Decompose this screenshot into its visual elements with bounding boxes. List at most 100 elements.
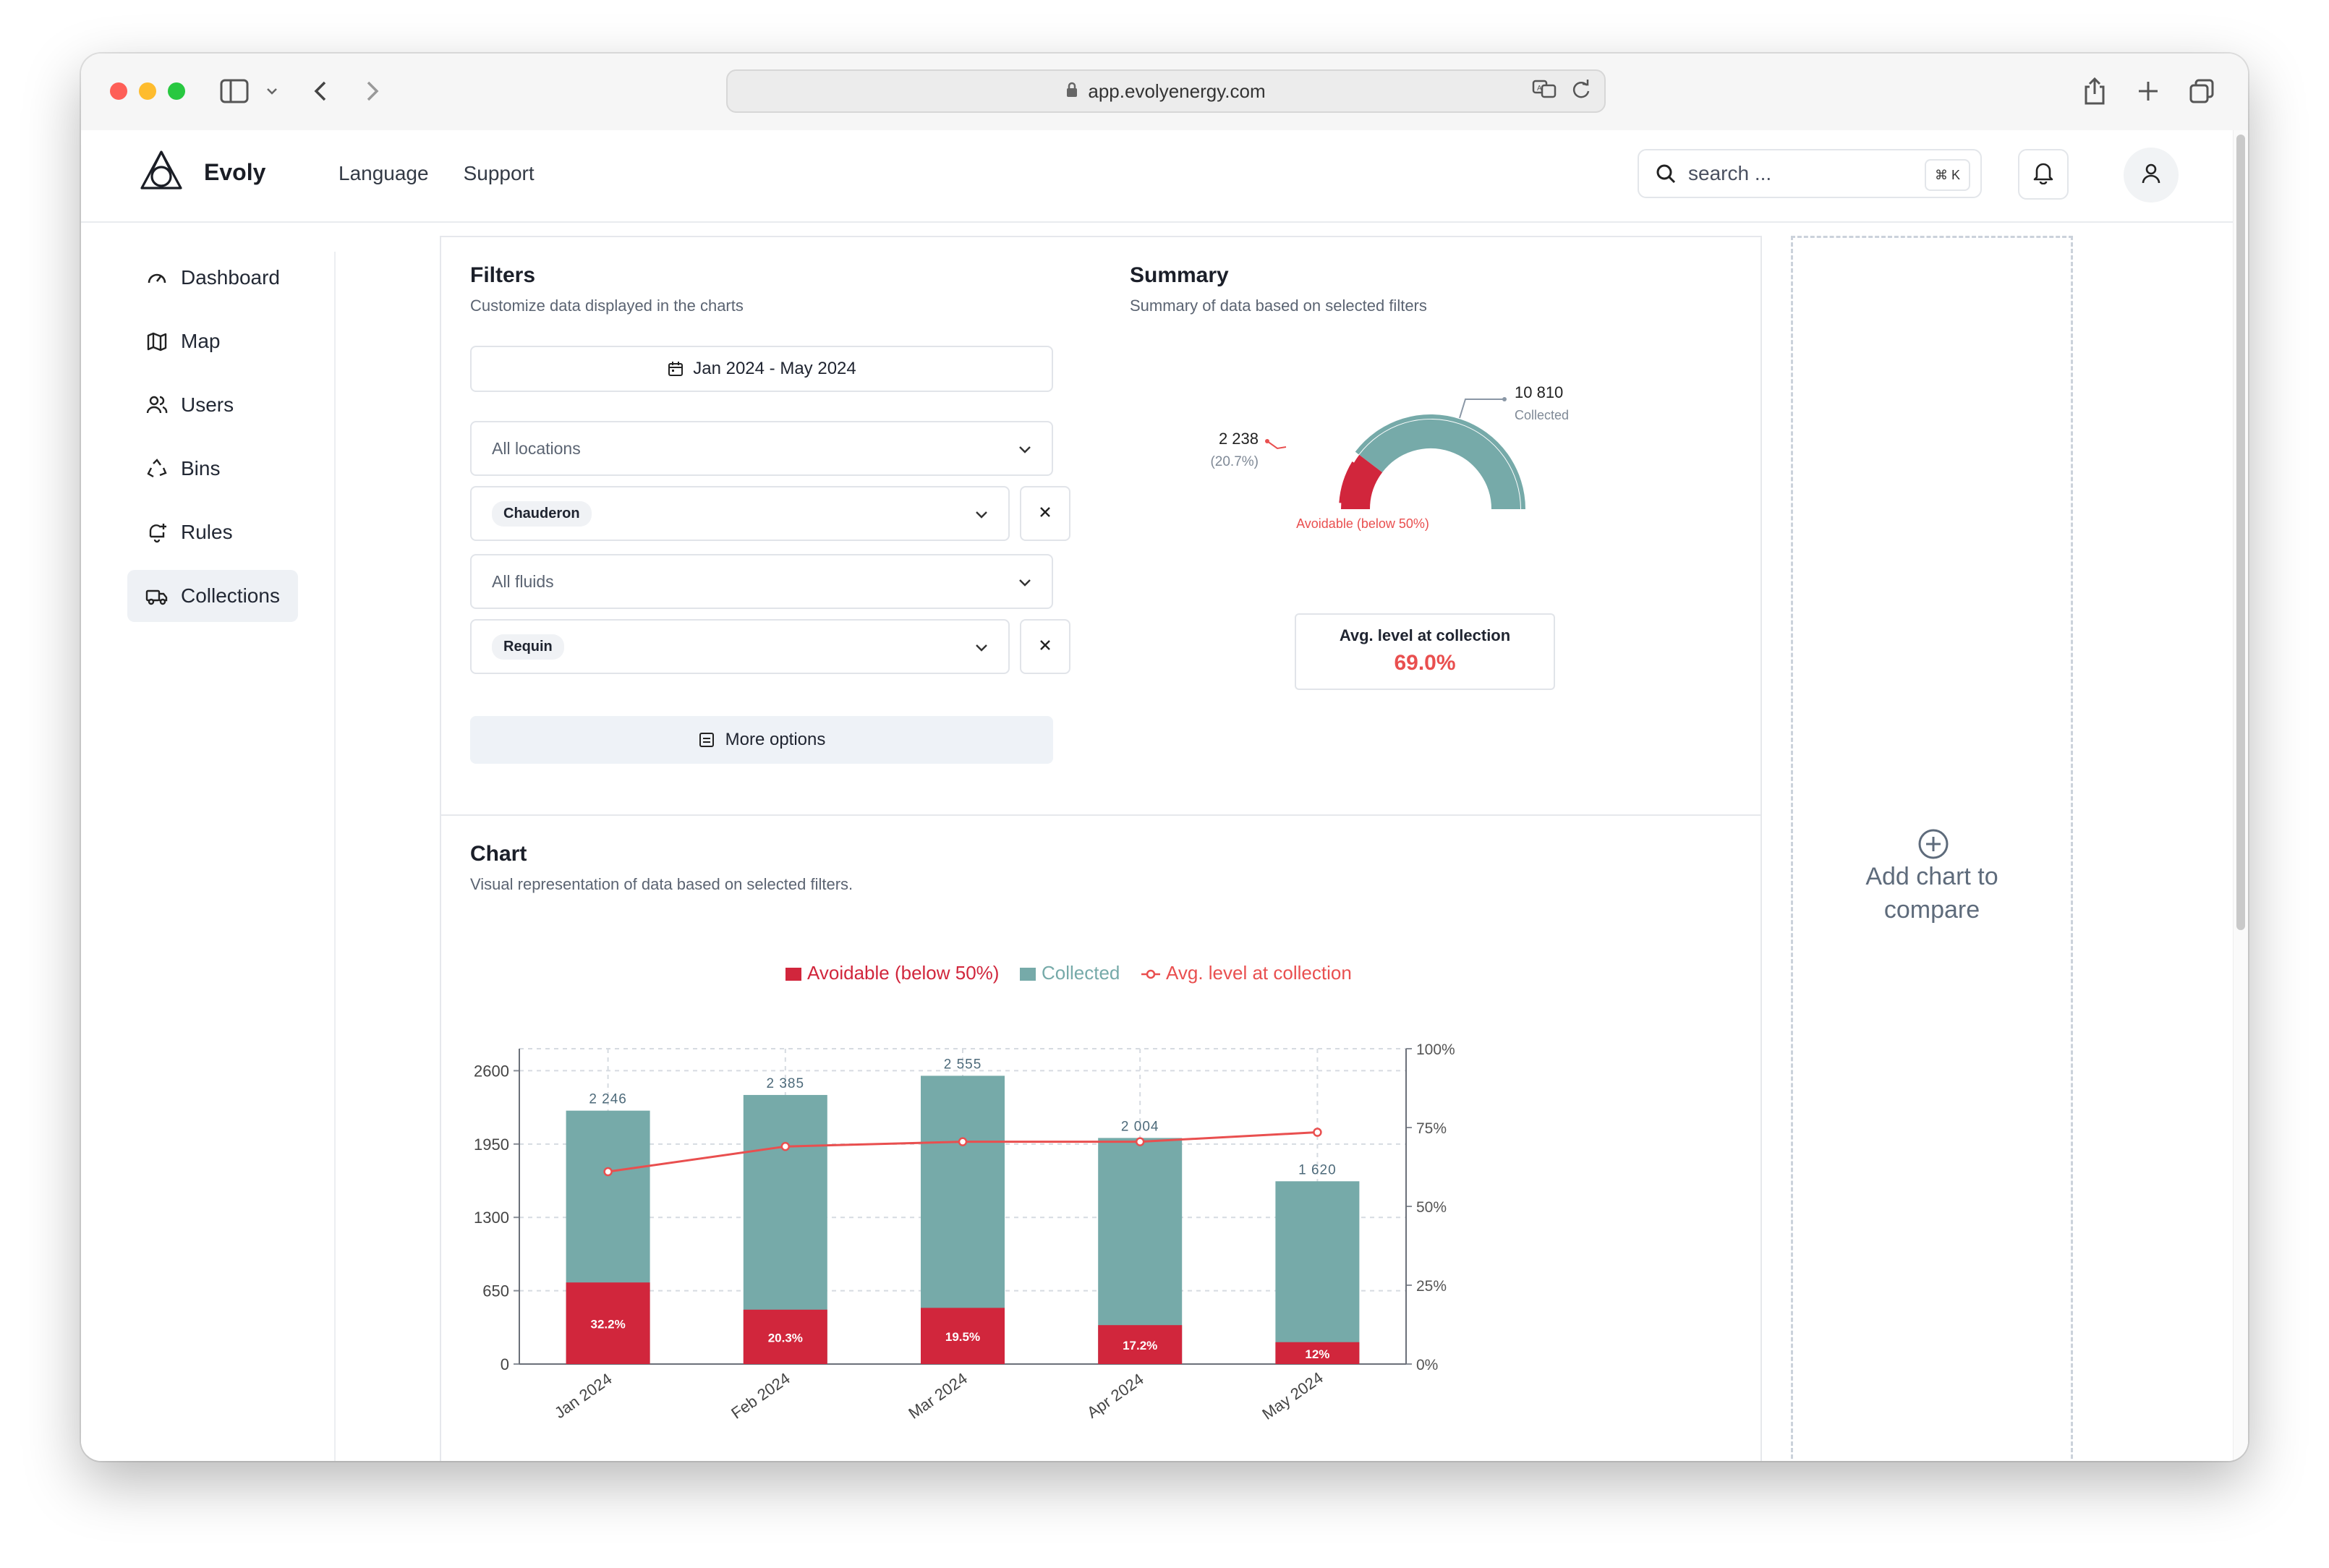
avg-level-value: 69.0% xyxy=(1394,651,1456,675)
sidebar-item-bins[interactable]: Bins xyxy=(127,443,297,495)
app-root: Evoly Language Support search ... ⌘ K xyxy=(81,130,2248,1461)
sidebar-toggle-icon[interactable] xyxy=(218,75,250,107)
page-scrollbar[interactable] xyxy=(2233,130,2248,1461)
translate-icon[interactable]: A xyxy=(1532,78,1558,105)
avg-level-point xyxy=(1135,1137,1145,1146)
chevron-down-icon[interactable] xyxy=(263,75,281,107)
x-tick-label: Feb 2024 xyxy=(728,1369,793,1423)
avg-level-point xyxy=(603,1167,613,1177)
chart-card: Chart Visual representation of data base… xyxy=(440,814,1762,1461)
legend-avg-marker xyxy=(1146,969,1156,979)
chevron-down-icon xyxy=(1017,440,1033,459)
summary-title: Summary xyxy=(1130,263,1229,287)
avoidable-value: 2 238 xyxy=(1219,430,1259,448)
options-icon xyxy=(698,731,715,749)
bell-icon xyxy=(2032,161,2054,188)
nav-support[interactable]: Support xyxy=(463,162,535,184)
legend-collected-swatch xyxy=(1020,968,1036,981)
location-selected-select[interactable]: Chauderon xyxy=(470,486,1010,541)
calendar-icon xyxy=(667,360,684,378)
bar-collected xyxy=(1275,1181,1360,1364)
avg-level-point xyxy=(958,1137,968,1146)
user-menu-button[interactable] xyxy=(2124,148,2179,203)
sidebar-item-users[interactable]: Users xyxy=(127,379,297,431)
sidebar-item-label: Rules xyxy=(181,521,233,543)
summary-gauge: 10 810 Collected 2 238 (20.7%) Avoidable… xyxy=(1210,383,1569,531)
clear-fluid-button[interactable] xyxy=(1020,619,1070,674)
close-window-button[interactable] xyxy=(110,82,127,100)
share-icon[interactable] xyxy=(2080,75,2109,107)
tab-overview-icon[interactable] xyxy=(2186,75,2218,107)
sidebar-item-map[interactable]: Map xyxy=(127,315,297,367)
chart-subtitle: Visual representation of data based on s… xyxy=(470,875,853,893)
truck-icon xyxy=(145,584,169,608)
y2-tick-label: 25% xyxy=(1416,1278,1447,1295)
bell-plus-icon xyxy=(145,520,169,545)
back-icon[interactable] xyxy=(310,75,331,107)
fluids-select[interactable]: All fluids xyxy=(470,554,1053,609)
y2-tick-label: 100% xyxy=(1416,1041,1455,1058)
location-chip[interactable]: Chauderon xyxy=(492,500,592,527)
scrollbar-thumb[interactable] xyxy=(2236,135,2245,930)
x-tick-label: Mar 2024 xyxy=(905,1369,970,1423)
bar-total-label: 1 620 xyxy=(1298,1162,1337,1177)
bar-avoidable-label: 17.2% xyxy=(1123,1339,1157,1352)
locations-placeholder: All locations xyxy=(492,438,581,458)
bar-avoidable-label: 32.2% xyxy=(590,1318,625,1331)
stacked-bar-chart: Avoidable (below 50%) Collected Avg. level… xyxy=(474,962,1455,1423)
forward-icon[interactable] xyxy=(362,75,383,107)
search-placeholder: search ... xyxy=(1688,162,1772,184)
filters-card: Filters Customize data displayed in the … xyxy=(440,236,1101,816)
bar-avoidable xyxy=(566,1282,650,1364)
gauge-collected-arc xyxy=(1359,419,1520,510)
new-tab-icon[interactable] xyxy=(2134,75,2163,107)
bar-total-label: 2 385 xyxy=(767,1076,805,1091)
summary-card: Summary Summary of data based on selecte… xyxy=(1099,236,1762,816)
clear-location-button[interactable] xyxy=(1020,486,1070,541)
browser-window: app.evolyenergy.com A xyxy=(81,54,2248,1461)
zoom-window-button[interactable] xyxy=(168,82,185,100)
add-chart-to-compare[interactable]: Add chart to compare xyxy=(1791,236,2073,1461)
sidebar-item-collections[interactable]: Collections xyxy=(127,570,298,622)
gauge-outer-ring xyxy=(1355,414,1525,510)
users-icon xyxy=(145,393,169,417)
sidebar-item-dashboard[interactable]: Dashboard xyxy=(127,252,297,304)
date-range-button[interactable]: Jan 2024 - May 2024 xyxy=(470,346,1053,392)
logo[interactable]: Evoly xyxy=(139,149,265,196)
notifications-button[interactable] xyxy=(2018,149,2069,200)
gauge-icon xyxy=(145,265,169,290)
more-options-button[interactable]: More options xyxy=(470,716,1053,764)
legend-avoidable-label: Avoidable (below 50%) xyxy=(807,962,999,984)
gauge-avoidable-ring xyxy=(1339,461,1356,503)
bar-avoidable xyxy=(743,1309,827,1364)
compare-line1: Add chart to xyxy=(1865,863,1998,890)
more-options-label: More options xyxy=(725,730,826,749)
search-input[interactable]: search ... ⌘ K xyxy=(1638,149,1982,198)
fluid-selected-select[interactable]: Requin xyxy=(470,619,1010,674)
sidebar-item-rules[interactable]: Rules xyxy=(127,506,297,558)
address-bar[interactable]: app.evolyenergy.com A xyxy=(726,69,1606,113)
reload-icon[interactable] xyxy=(1571,78,1591,105)
y-tick-label: 1950 xyxy=(474,1135,509,1154)
sidebar-item-label: Users xyxy=(181,393,234,416)
minimize-window-button[interactable] xyxy=(139,82,156,100)
chevron-down-icon xyxy=(974,638,989,657)
bar-avoidable-label: 19.5% xyxy=(945,1330,980,1344)
nav-language[interactable]: Language xyxy=(339,162,429,184)
svg-text:A: A xyxy=(1537,85,1542,93)
x-tick-label: Jan 2024 xyxy=(551,1370,615,1422)
y-tick-label: 1300 xyxy=(474,1209,509,1227)
fluids-placeholder: All fluids xyxy=(492,571,554,591)
locations-select[interactable]: All locations xyxy=(470,421,1053,476)
fluid-chip[interactable]: Requin xyxy=(492,634,564,660)
search-shortcut-badge: ⌘ K xyxy=(1924,159,1970,191)
chevron-down-icon xyxy=(974,505,989,524)
collected-label: Collected xyxy=(1515,408,1569,422)
avoidable-percent: (20.7%) xyxy=(1210,454,1259,469)
compare-line2: compare xyxy=(1883,896,1980,924)
y2-tick-label: 75% xyxy=(1416,1120,1447,1137)
bar-total-label: 2 555 xyxy=(944,1057,982,1072)
close-icon xyxy=(1038,638,1052,656)
avg-level-point xyxy=(780,1141,791,1151)
bar-avoidable-label: 12% xyxy=(1305,1347,1329,1361)
